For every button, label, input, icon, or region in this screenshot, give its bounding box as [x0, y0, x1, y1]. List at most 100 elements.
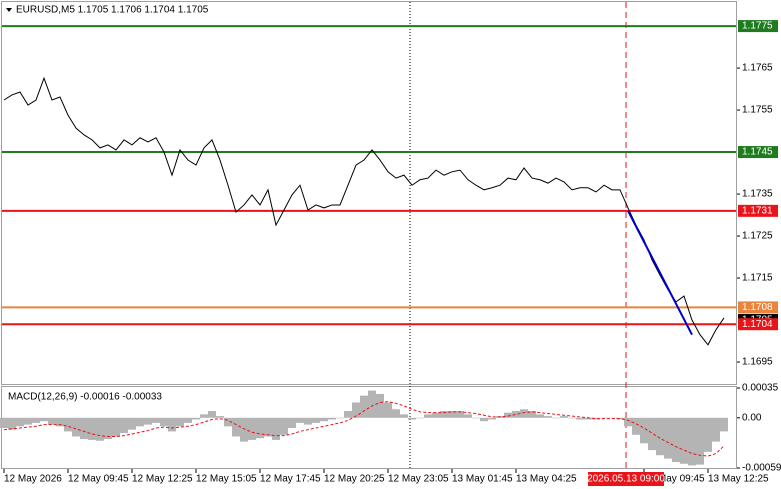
x-tick-label: 12 May 12:25: [132, 474, 193, 485]
y-tick-label: -0.00059: [742, 463, 781, 474]
macd-bar: [472, 417, 480, 419]
y-tick-label: 1.1765: [742, 63, 773, 74]
x-tick-label: 12 May 23:05: [388, 474, 449, 485]
x-tick-label: 13 May 09:45: [644, 474, 705, 485]
level-box: [738, 20, 778, 33]
macd-bar: [696, 417, 704, 465]
macd-bar: [160, 417, 168, 427]
macd-bar: [120, 417, 128, 434]
macd-bar: [336, 417, 344, 419]
macd-bar: [320, 417, 328, 422]
macd-bar: [480, 417, 488, 422]
crosshair-label: 2026.05.13 09:00: [587, 474, 665, 485]
macd-bar: [576, 417, 584, 420]
macd-bar: [208, 410, 216, 418]
macd-bar: [536, 414, 544, 418]
macd-bar: [128, 417, 136, 430]
macd-bar: [360, 395, 368, 418]
y-tick-label: 1.1725: [742, 231, 773, 242]
macd-bar: [624, 417, 632, 427]
macd-bar: [288, 417, 296, 428]
macd-bar: [712, 417, 720, 442]
macd-title: MACD(12,26,9) -0.00016 -0.00033: [8, 392, 162, 403]
macd-bar: [264, 417, 272, 437]
chart-title: EURUSD,M5 1.1705 1.1706 1.1704 1.1705: [16, 5, 209, 16]
trend-line: [627, 210, 693, 336]
macd-bar: [664, 417, 672, 459]
macd-bar: [392, 409, 400, 418]
x-tick-label: 12 May 17:45: [260, 474, 321, 485]
level-box: [738, 204, 778, 217]
macd-bar: [96, 417, 104, 441]
menu-icon: [6, 8, 12, 12]
y-tick-label: 1.1715: [742, 273, 773, 284]
macd-bar: [304, 417, 312, 425]
macd-bar: [72, 417, 80, 437]
macd-bar: [648, 417, 656, 451]
macd-bar: [0, 417, 8, 428]
macd-bar: [704, 417, 712, 452]
macd-bar: [40, 417, 48, 422]
macd-bar: [192, 417, 200, 420]
macd-bar: [448, 410, 456, 418]
price-line: [3, 76, 725, 346]
macd-bar: [368, 390, 376, 418]
macd-bar: [408, 417, 416, 420]
macd-bar: [56, 417, 64, 427]
x-tick-label: 12 May 09:45: [68, 474, 129, 485]
macd-bar: [280, 417, 288, 435]
macd-bar: [488, 417, 496, 420]
x-tick-label: 12 May 20:25: [324, 474, 385, 485]
macd-bar: [256, 417, 264, 439]
macd-bar: [232, 417, 240, 437]
macd-bar: [640, 417, 648, 444]
macd-bar: [592, 417, 600, 420]
level-box: [738, 318, 778, 331]
x-tick-label: 13 May 01:45: [452, 474, 513, 485]
macd-bar: [456, 410, 464, 418]
macd-bar: [48, 417, 56, 425]
x-tick-label: 13 May 04:25: [516, 474, 577, 485]
macd-bar: [384, 402, 392, 418]
crosshair-box: [588, 472, 664, 486]
macd-bar: [608, 417, 616, 419]
macd-bar: [656, 417, 664, 456]
macd-bar: [168, 417, 176, 432]
macd-bar: [400, 414, 408, 418]
macd-bar: [8, 417, 16, 430]
macd-bar: [600, 417, 608, 419]
macd-bar: [680, 417, 688, 464]
macd-bar: [672, 417, 680, 463]
macd-bar: [176, 417, 184, 427]
macd-bar: [224, 417, 232, 427]
macd-bar: [568, 417, 576, 419]
macd-bar: [352, 402, 360, 418]
macd-bar: [184, 417, 192, 423]
macd-bar: [32, 417, 40, 423]
macd-bar: [296, 417, 304, 423]
macd-bar: [552, 417, 560, 419]
level-box: [738, 146, 778, 159]
macd-bar: [376, 393, 384, 418]
y-tick-label: 1.1755: [742, 105, 773, 116]
level-label: 1.1745: [742, 147, 773, 158]
macd-bar: [248, 417, 256, 440]
macd-bar: [416, 417, 424, 419]
signal-line: [3, 401, 725, 457]
y-tick-label: 0.00035: [742, 383, 779, 394]
y-tick-label: 0.00: [742, 412, 762, 423]
macd-bar: [112, 417, 120, 437]
macd-bar: [104, 417, 112, 440]
level-label: 1.1708: [742, 302, 773, 313]
price-panel: [1, 1, 737, 385]
macd-bar: [328, 417, 336, 420]
macd-bar: [136, 417, 144, 427]
macd-bar: [216, 416, 224, 418]
level-box: [738, 301, 778, 314]
y-tick-label: 1.1695: [742, 357, 773, 368]
x-tick-label: 13 May 12:25: [708, 474, 769, 485]
y-tick-label: 1.1735: [742, 189, 773, 200]
level-label: 1.1704: [742, 319, 773, 330]
x-tick-label: 12 May 15:05: [196, 474, 257, 485]
